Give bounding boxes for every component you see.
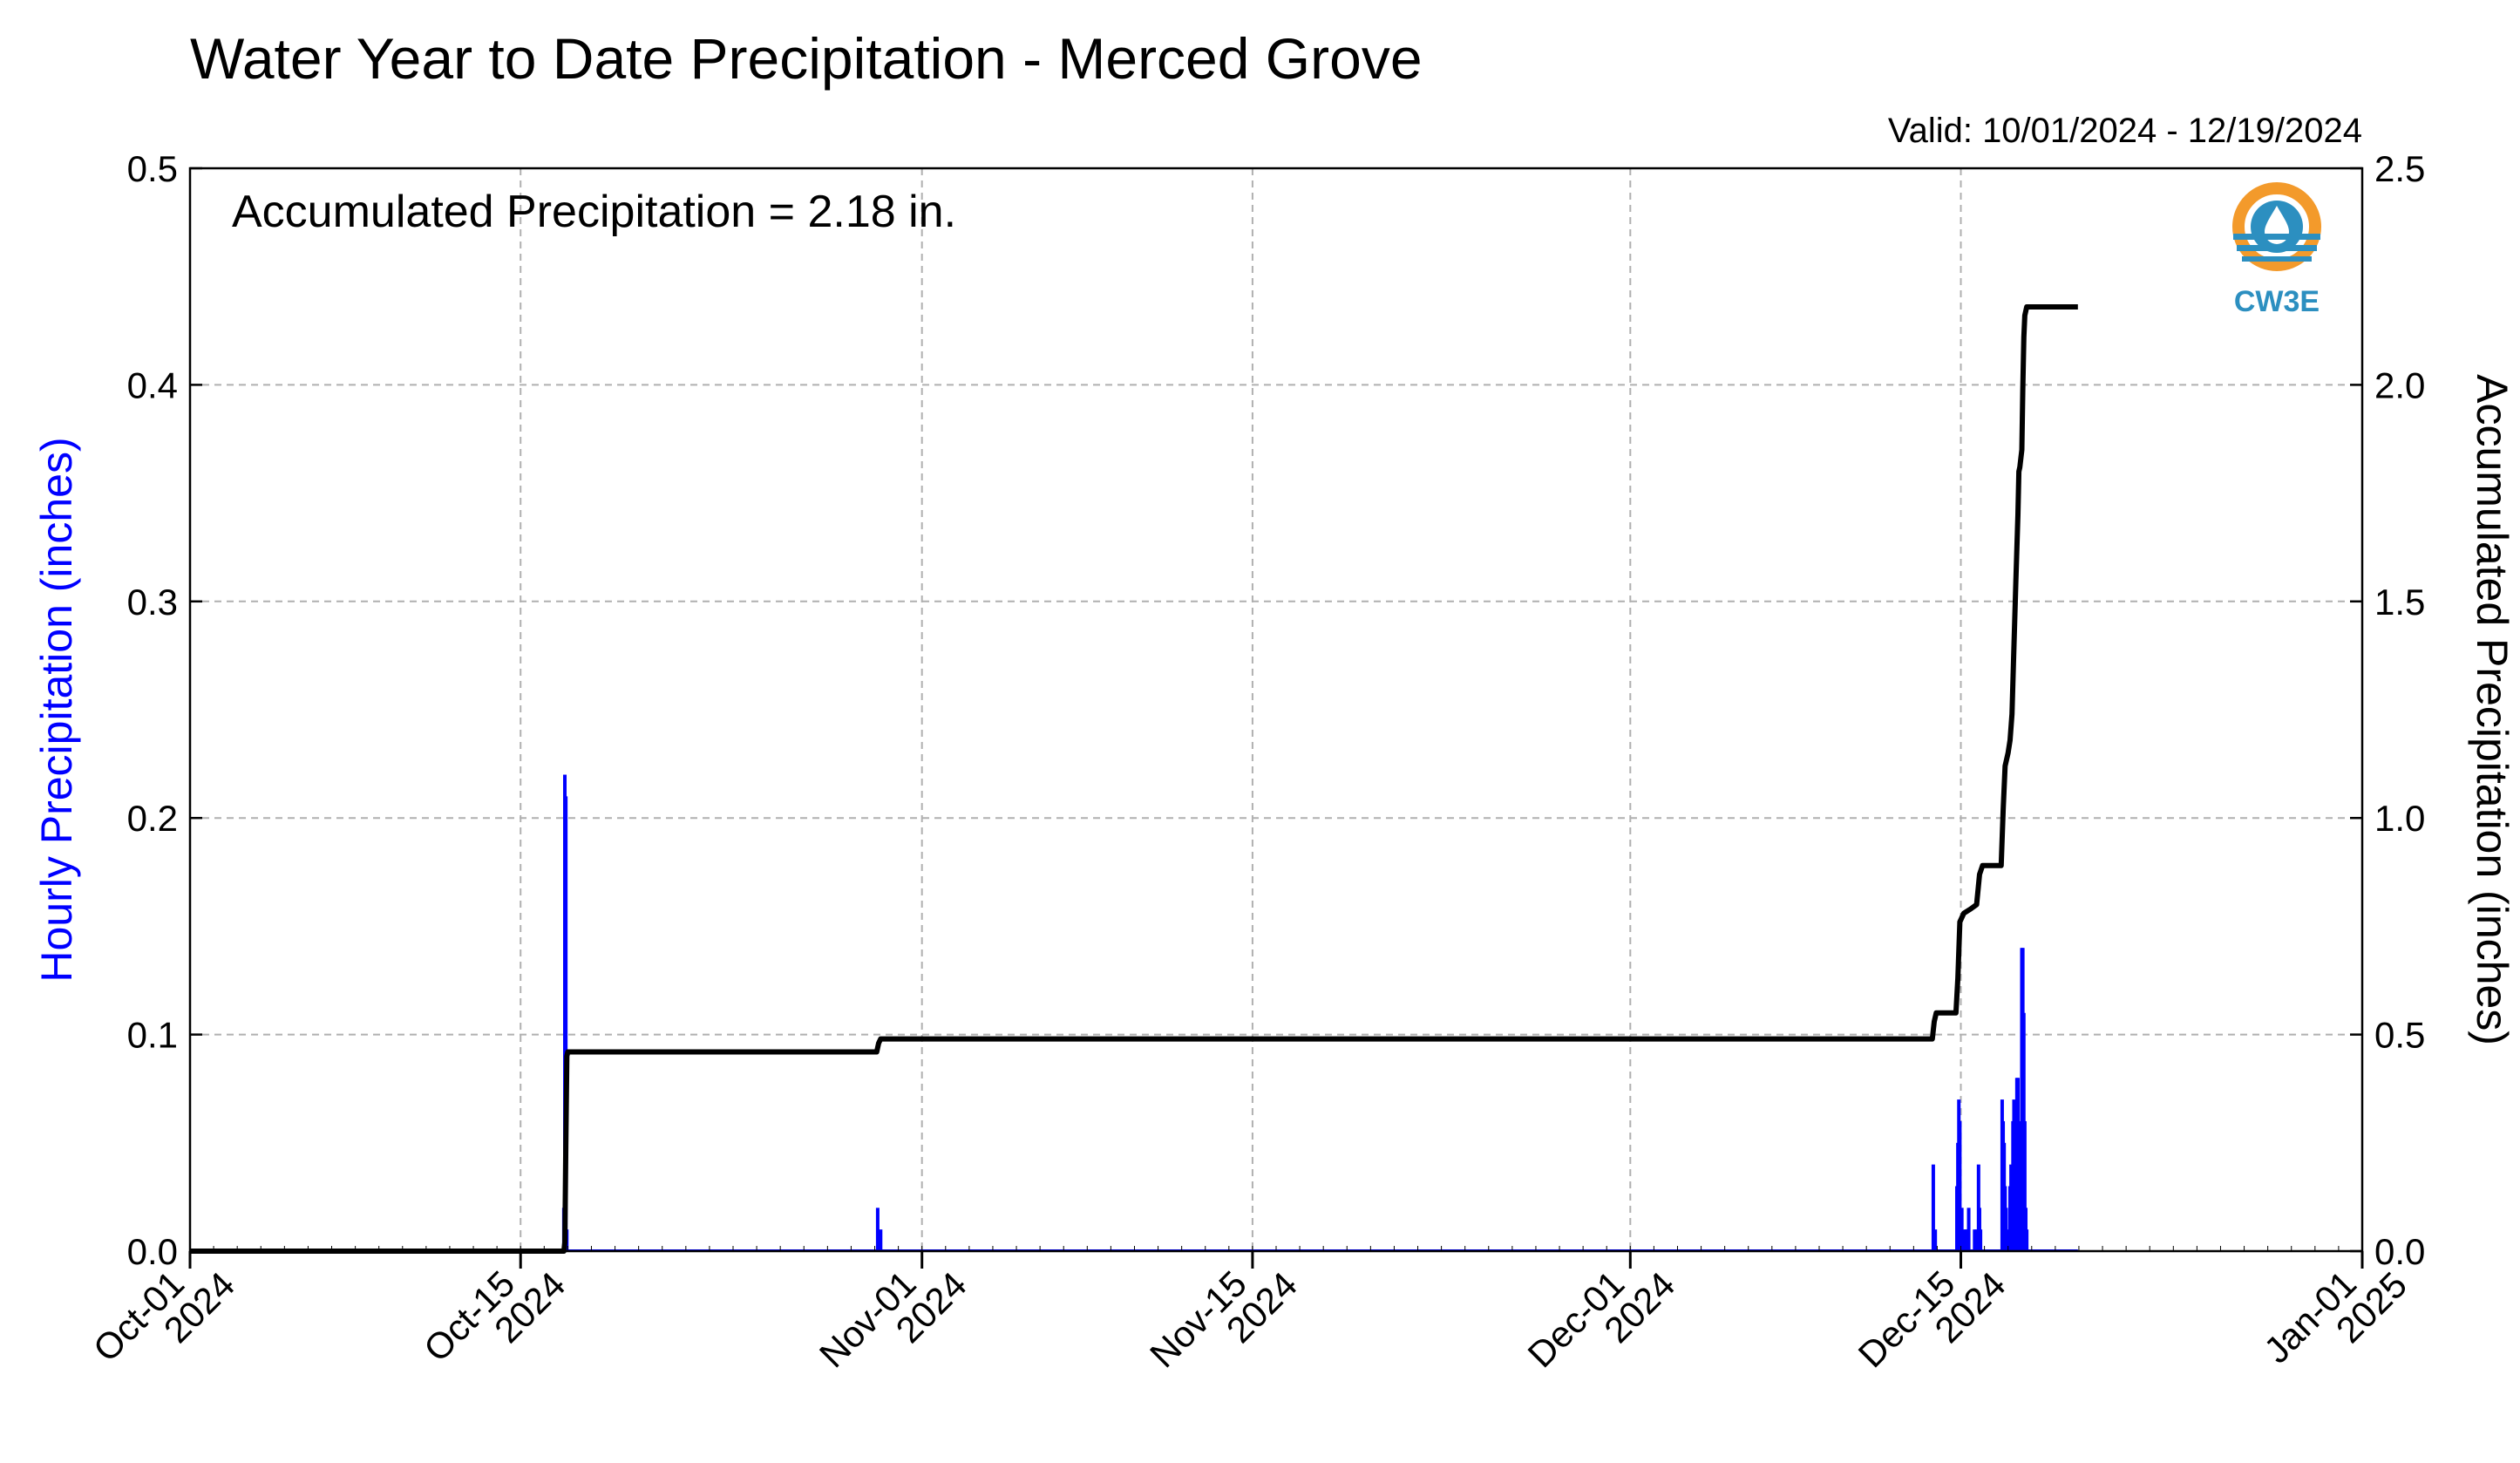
y-left-axis-label: Hourly Precipitation (inches) <box>32 437 81 982</box>
y-right-tick-label: 2.0 <box>2374 364 2425 405</box>
hourly-precip-bar <box>2022 1120 2027 1251</box>
hourly-precip-bar <box>1965 1229 1969 1251</box>
logo-wave-1 <box>2233 234 2320 240</box>
y-left-tick-label: 0.1 <box>127 1015 178 1056</box>
y-left-tick-label: 0.5 <box>127 148 178 189</box>
hourly-bars <box>190 774 2078 1251</box>
y-left-tick-label: 0.3 <box>127 582 178 623</box>
hourly-precip-bar <box>879 1229 883 1251</box>
y-right-axis: 0.0 0.5 1.0 1.5 2.0 2.5 <box>2350 148 2425 1272</box>
hourly-precip-bar <box>1973 1229 1977 1251</box>
hourly-precip-bar <box>2024 1208 2028 1251</box>
cw3e-logo: CW3E <box>2232 182 2321 318</box>
hourly-precip-bar <box>1960 1208 1964 1251</box>
hourly-precip-bar <box>2006 1229 2010 1251</box>
logo-wave-2 <box>2237 245 2317 251</box>
logo-ring <box>2232 182 2321 271</box>
y-right-axis-label: Accumulated Precipitation (inches) <box>2468 374 2517 1045</box>
hourly-precip-bar <box>2004 1208 2008 1251</box>
y-right-tick-label: 1.5 <box>2374 582 2425 623</box>
hourly-precip-bar <box>564 796 568 1251</box>
hourly-precip-bar <box>1931 1164 1935 1251</box>
accumulated-line <box>190 304 2078 1254</box>
y-right-tick-label: 0.5 <box>2374 1015 2425 1056</box>
accumulated-precip-line <box>190 304 2078 1254</box>
hourly-precip-bar <box>2025 1229 2029 1251</box>
y-left-tick-label: 0.0 <box>127 1231 178 1272</box>
hourly-precip-bar <box>1977 1208 1981 1251</box>
chart-title: Water Year to Date Precipitation - Merce… <box>190 26 1423 91</box>
hourly-precip-bar <box>1961 1229 1966 1251</box>
hourly-precip-bar <box>2009 1164 2014 1251</box>
logo-text: CW3E <box>2234 285 2320 318</box>
valid-range: Valid: 10/01/2024 - 12/19/2024 <box>1888 112 2362 150</box>
hourly-precip-bar <box>1966 1208 1971 1251</box>
y-left-tick-label: 0.2 <box>127 798 178 839</box>
x-minor-ticks <box>189 1246 2363 1251</box>
grid-lines <box>190 168 2362 1251</box>
hourly-precip-bar <box>1974 1229 1979 1251</box>
y-left-tick-label: 0.4 <box>127 364 178 405</box>
hourly-precip-bar <box>875 1208 880 1251</box>
hourly-precip-bar <box>2015 1078 2020 1251</box>
hourly-precip-bar <box>1933 1229 1938 1251</box>
hourly-precip-bar <box>1958 1120 1962 1251</box>
y-right-tick-label: 2.5 <box>2374 148 2425 189</box>
y-left-axis: 0.0 0.1 0.2 0.3 0.4 0.5 <box>127 148 202 1272</box>
hourly-precip-bar <box>2012 1099 2016 1251</box>
logo-wave-3 <box>2242 256 2312 262</box>
hourly-precip-bar <box>2018 1120 2022 1251</box>
y-right-tick-label: 1.0 <box>2374 798 2425 839</box>
y-right-tick-label: 0.0 <box>2374 1231 2425 1272</box>
plot-frame <box>188 167 2364 1253</box>
hourly-precip-bar <box>1979 1229 1983 1251</box>
accumulated-annotation: Accumulated Precipitation = 2.18 in. <box>232 187 956 237</box>
